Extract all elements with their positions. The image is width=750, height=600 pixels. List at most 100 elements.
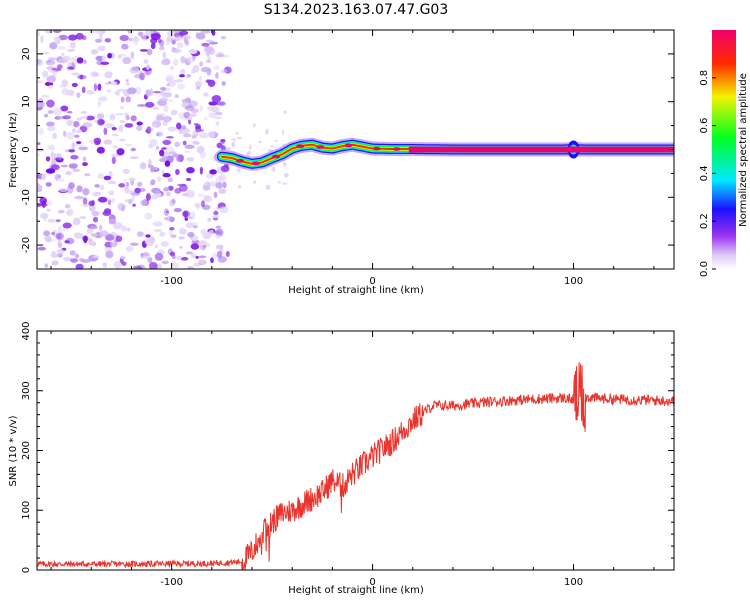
noise-blob: [207, 79, 216, 88]
noise-blob: [214, 230, 222, 235]
noise-blob: [180, 127, 191, 135]
noise-blob: [171, 198, 176, 205]
noise-blob: [70, 258, 78, 263]
noise-blob: [215, 225, 222, 229]
noise-blob: [45, 182, 52, 187]
noise-blob: [258, 140, 262, 143]
noise-blob: [50, 164, 60, 171]
noise-blob: [144, 101, 155, 108]
noise-blob: [178, 30, 189, 36]
noise-blob: [246, 151, 251, 156]
noise-blob: [97, 83, 102, 91]
noise-blob: [265, 128, 269, 135]
noise-blob: [39, 197, 47, 205]
noise-blob: [78, 146, 88, 151]
noise-blob: [57, 58, 68, 64]
noise-blob: [152, 106, 160, 111]
noise-blob: [50, 252, 59, 258]
noise-blob: [51, 260, 59, 266]
noise-blob: [76, 117, 82, 121]
noise-blob: [61, 52, 65, 57]
noise-blob: [119, 34, 129, 42]
colorbar-tick-label: 0.4: [699, 165, 710, 181]
noise-blob: [161, 94, 167, 99]
noise-blob: [150, 179, 156, 186]
noise-blob: [79, 74, 84, 80]
noise-blob: [82, 156, 87, 162]
noise-blob: [149, 262, 158, 269]
noise-blob: [150, 165, 155, 173]
noise-blob: [175, 169, 180, 175]
noise-blob: [58, 34, 68, 41]
noise-blob: [177, 183, 187, 187]
noise-blob: [161, 58, 171, 66]
y-tick-label: 0: [21, 567, 32, 573]
noise-blob: [198, 132, 209, 139]
noise-blob: [182, 192, 189, 197]
snr-xlabel: Height of straight line (km): [288, 585, 424, 596]
noise-blob: [282, 161, 287, 167]
noise-blob: [215, 53, 225, 58]
noise-blob: [208, 101, 218, 106]
ridge-hotspot: [272, 154, 281, 159]
noise-blob: [131, 66, 139, 72]
noise-blob: [118, 124, 124, 133]
noise-blob: [99, 184, 105, 190]
noise-blob: [118, 183, 126, 188]
noise-blob: [111, 127, 117, 131]
noise-blob: [218, 188, 227, 194]
x-tick-label: 0: [369, 577, 375, 588]
noise-blob: [106, 89, 112, 93]
noise-blob: [176, 122, 182, 130]
noise-blob: [191, 134, 197, 139]
noise-blob: [185, 177, 192, 181]
noise-blob: [37, 58, 42, 65]
noise-blob: [186, 167, 195, 174]
noise-blob: [102, 262, 108, 268]
noise-blob: [88, 204, 96, 212]
ridge-hotspot: [344, 143, 353, 148]
noise-blob: [110, 241, 117, 248]
noise-blob: [99, 224, 103, 231]
noise-blob: [103, 139, 112, 145]
noise-blob: [161, 169, 165, 174]
noise-blob: [128, 177, 136, 181]
y-tick-label: 0: [21, 146, 32, 152]
noise-blob: [168, 229, 173, 236]
noise-blob: [192, 141, 200, 145]
noise-blob: [166, 76, 172, 83]
noise-blob: [47, 69, 56, 73]
colorbar-tick-label: 0.6: [699, 118, 710, 134]
noise-blob: [53, 107, 62, 116]
noise-blob: [57, 253, 63, 258]
noise-blob: [197, 194, 205, 197]
colorbar: 0.0 0.2 0.4 0.6 0.8 Normalized spectral ampl…: [699, 30, 749, 277]
noise-blob: [161, 260, 169, 265]
noise-blob: [76, 57, 84, 64]
noise-blob: [113, 222, 123, 230]
noise-blob: [130, 115, 137, 122]
noise-blob: [139, 199, 148, 206]
noise-blob: [132, 203, 136, 207]
y-tick-label: -10: [21, 189, 32, 205]
noise-blob: [284, 173, 289, 178]
noise-blob: [83, 59, 87, 64]
noise-blob: [67, 62, 72, 67]
noise-blob: [45, 168, 56, 174]
noise-blob: [169, 226, 175, 231]
colorbar-tick-label: 0.2: [699, 213, 710, 229]
noise-blob: [115, 235, 123, 242]
noise-blob: [40, 51, 50, 55]
noise-blob: [103, 127, 108, 136]
noise-blob: [183, 133, 192, 138]
noise-blob: [120, 225, 128, 232]
noise-blob: [66, 132, 75, 140]
noise-blob: [180, 56, 186, 64]
noise-blob: [81, 86, 86, 94]
noise-blob: [160, 241, 169, 247]
noise-blob: [210, 257, 214, 264]
noise-blob: [76, 141, 82, 145]
noise-blob: [103, 175, 112, 181]
noise-blob: [47, 126, 56, 132]
noise-blob: [176, 83, 185, 90]
